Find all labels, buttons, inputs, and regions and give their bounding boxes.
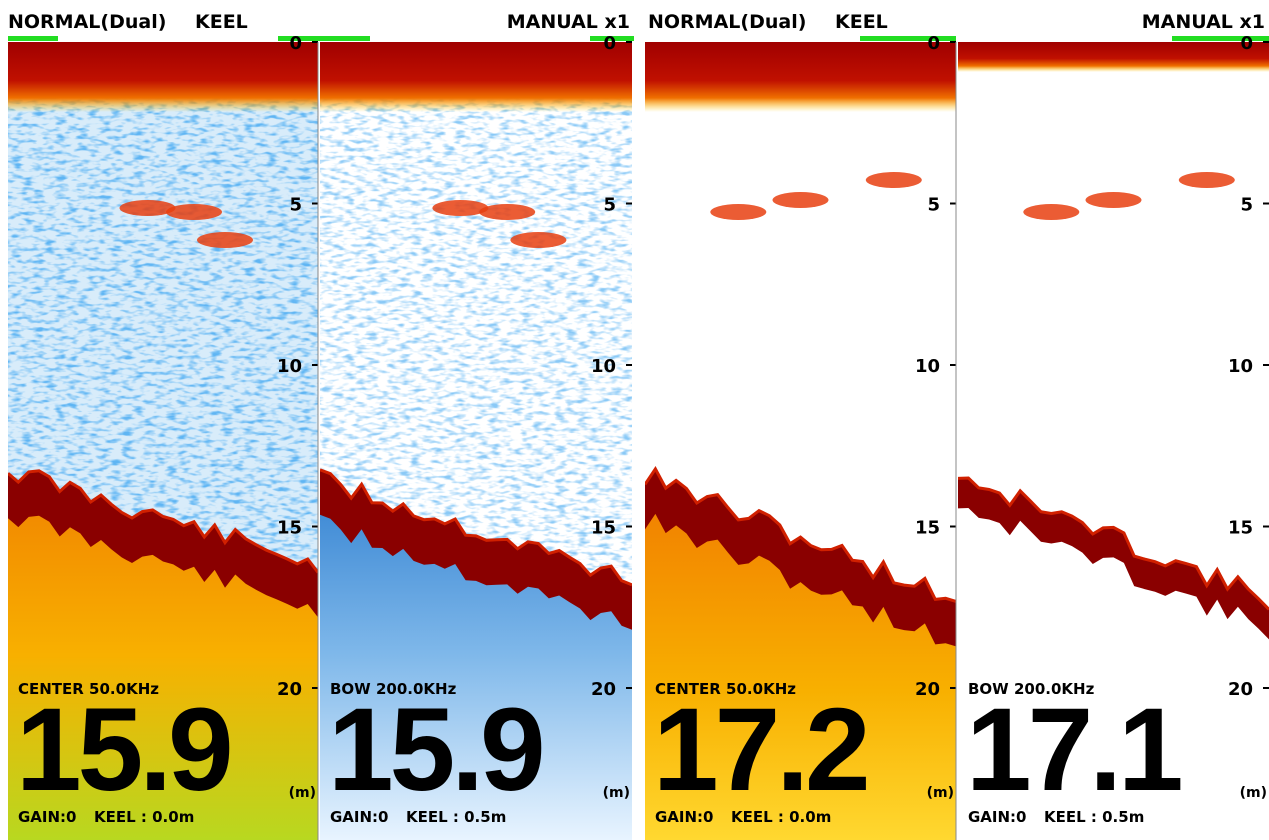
scale-label: 15	[277, 518, 302, 539]
header-mode: NORMAL(Dual)	[648, 11, 806, 33]
indicator-bar	[1172, 36, 1269, 41]
fish-echo	[866, 172, 922, 188]
header-mode: NORMAL(Dual)	[8, 11, 166, 33]
page: NORMAL(Dual)KEELMANUAL x10510152025CENTE…	[0, 0, 1269, 840]
scale-label: 20	[1228, 679, 1253, 700]
scale-label: 5	[927, 195, 940, 216]
fish-echo	[1086, 192, 1142, 208]
header-range: MANUAL x1	[507, 11, 630, 33]
header-draft: KEEL	[195, 11, 248, 33]
scale-label: 15	[915, 518, 940, 539]
scale-label: 10	[591, 356, 616, 377]
fish-echo	[479, 204, 535, 220]
fish-echo	[710, 204, 766, 220]
scale-label: 10	[277, 356, 302, 377]
depth-unit: (m)	[603, 785, 630, 801]
depth-readout: 15.9	[16, 684, 230, 816]
surface-band	[8, 42, 318, 112]
depth-readout: 17.1	[966, 684, 1181, 816]
surface-band	[958, 42, 1269, 72]
depth-unit: (m)	[1240, 785, 1267, 801]
keel-offset: KEEL : 0.0m	[94, 808, 194, 826]
fish-echo	[1023, 204, 1079, 220]
scale-label: 20	[277, 679, 302, 700]
scale-label: 0	[1240, 33, 1253, 54]
depth-unit: (m)	[927, 785, 954, 801]
scale-label: 0	[289, 33, 302, 54]
depth-unit: (m)	[289, 785, 316, 801]
fish-echo	[1179, 172, 1235, 188]
surface-band	[320, 42, 632, 112]
scale-label: 0	[927, 33, 940, 54]
gain: GAIN:0	[330, 808, 389, 826]
scale-label: 5	[1240, 195, 1253, 216]
depth-readout: 15.9	[328, 684, 542, 816]
scale-label: 5	[603, 195, 616, 216]
keel-offset: KEEL : 0.0m	[731, 808, 831, 826]
gain: GAIN:0	[968, 808, 1027, 826]
keel-offset: KEEL : 0.5m	[1044, 808, 1144, 826]
fish-echo	[197, 232, 253, 248]
header-draft: KEEL	[835, 11, 888, 33]
scale-label: 10	[1228, 356, 1253, 377]
scale-label: 20	[591, 679, 616, 700]
scale-label: 0	[603, 33, 616, 54]
scale-label: 10	[915, 356, 940, 377]
gain: GAIN:0	[18, 808, 77, 826]
depth-readout: 17.2	[653, 684, 867, 816]
fish-echo	[510, 232, 566, 248]
scale-label: 5	[289, 195, 302, 216]
scale-label: 15	[1228, 518, 1253, 539]
keel-offset: KEEL : 0.5m	[406, 808, 506, 826]
fish-echo	[166, 204, 222, 220]
gain: GAIN:0	[655, 808, 714, 826]
sonar-screen: NORMAL(Dual)KEELMANUAL x10510152025CENTE…	[0, 0, 1269, 840]
scale-label: 15	[591, 518, 616, 539]
indicator-bar	[860, 36, 956, 41]
indicator-bar	[8, 36, 58, 41]
header-range: MANUAL x1	[1142, 11, 1265, 33]
scale-label: 20	[915, 679, 940, 700]
fish-echo	[773, 192, 829, 208]
surface-band	[645, 42, 956, 112]
